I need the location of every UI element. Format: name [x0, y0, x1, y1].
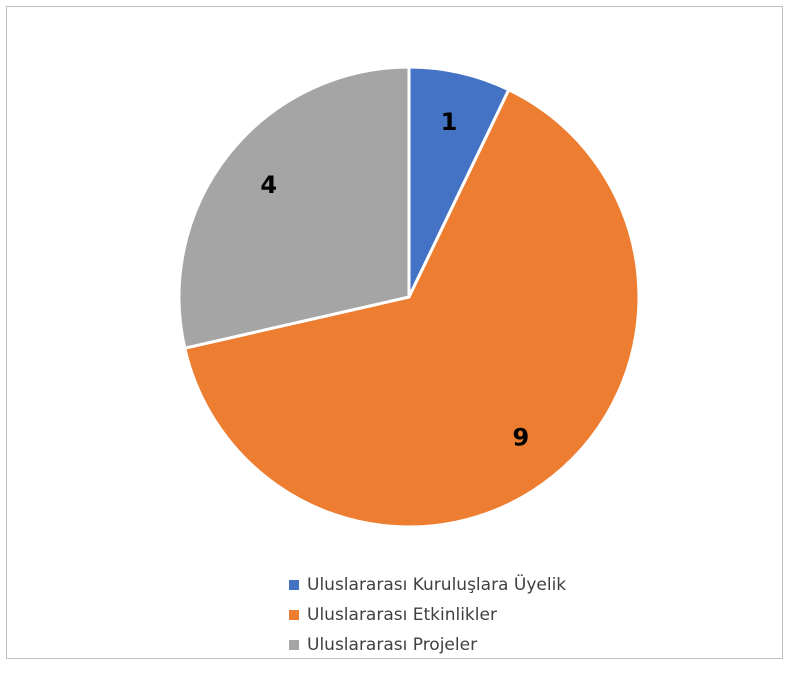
legend-swatch: [289, 640, 299, 650]
pie-chart: 1 9 4: [177, 65, 641, 529]
pie-slice-kuruluslara-uyelik: [407, 65, 511, 299]
legend-label: Uluslararası Kuruluşlara Üyelik: [307, 575, 567, 595]
legend-item-kuruluslara-uyelik: Uluslararası Kuruluşlara Üyelik: [289, 570, 566, 600]
data-label-projeler: 4: [260, 171, 277, 199]
legend-item-etkinlikler: Uluslararası Etkinlikler: [289, 600, 566, 630]
legend-item-projeler: Uluslararası Projeler: [289, 630, 566, 660]
chart-area: 1 9 4 Uluslararası Kuruluşlara Üyelik Ulus…: [6, 6, 783, 659]
data-label-etkinlikler: 9: [513, 423, 530, 451]
legend-swatch: [289, 580, 299, 590]
legend-swatch: [289, 610, 299, 620]
legend-label: Uluslararası Etkinlikler: [307, 605, 497, 625]
legend-label: Uluslararası Projeler: [307, 635, 478, 655]
legend: Uluslararası Kuruluşlara Üyelik Uluslara…: [289, 570, 566, 660]
data-label-kuruluslara-uyelik: 1: [441, 108, 458, 136]
pie-slice-etkinlikler: [183, 88, 641, 529]
pie-slice-projeler: [177, 65, 411, 350]
